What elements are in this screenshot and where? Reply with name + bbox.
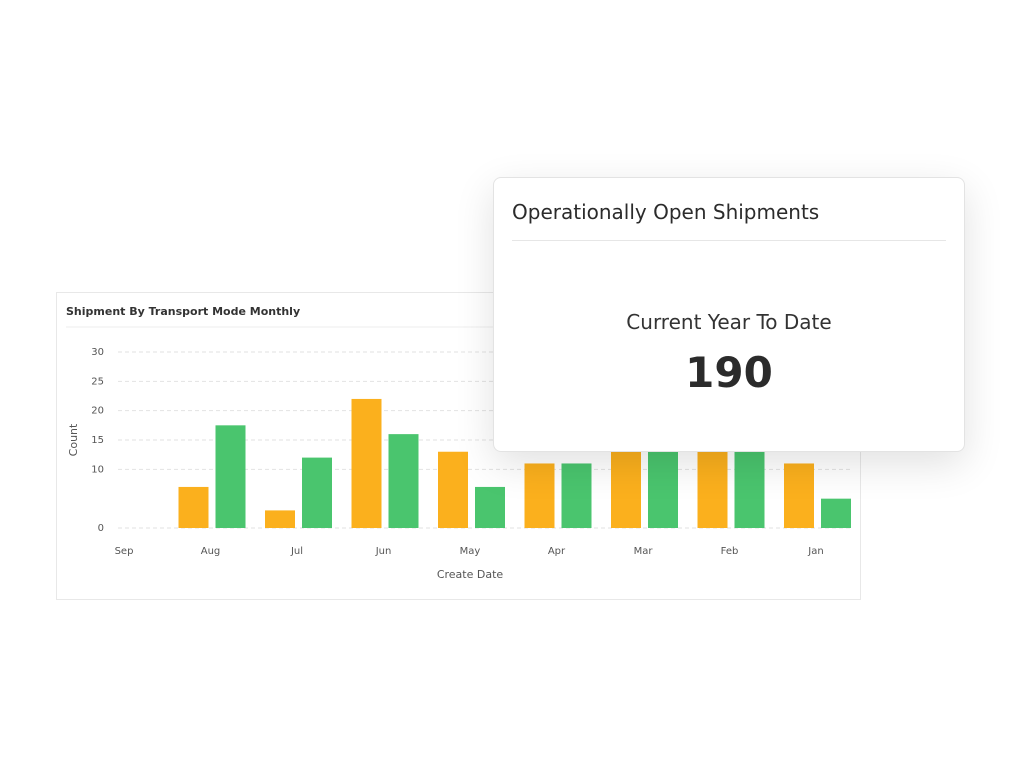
x-tick-label: Feb	[721, 546, 739, 557]
x-tick-label: Sep	[115, 546, 134, 557]
bar	[524, 463, 555, 528]
x-tick-label: Jul	[290, 546, 303, 557]
bar	[215, 425, 246, 528]
bar	[302, 457, 332, 528]
bar	[475, 486, 505, 528]
divider	[512, 240, 946, 241]
card-title: Operationally Open Shipments	[512, 200, 820, 224]
bar	[821, 498, 851, 528]
kpi-card: Operationally Open Shipments Current Yea…	[493, 177, 965, 452]
bar	[438, 451, 468, 528]
y-tick-label: 15	[91, 435, 104, 446]
x-tick-label: Apr	[548, 546, 566, 557]
x-tick-label: Jan	[807, 546, 823, 557]
bar	[265, 510, 295, 528]
y-tick-label: 30	[91, 347, 104, 358]
card-subtitle: Current Year To Date	[626, 310, 832, 334]
y-tick-label: 10	[91, 464, 104, 475]
bar	[561, 463, 592, 528]
y-tick-label: 20	[91, 406, 104, 417]
x-tick-label: Aug	[201, 546, 221, 557]
y-tick-label: 25	[91, 376, 104, 387]
x-tick-label: May	[460, 546, 481, 557]
y-axis-label: Count	[67, 423, 80, 456]
bar	[784, 463, 814, 528]
x-tick-label: Jun	[375, 546, 392, 557]
chart-title: Shipment By Transport Mode Monthly	[66, 305, 300, 318]
bar	[178, 486, 209, 528]
y-tick-label: 0	[98, 523, 104, 534]
kpi-value: 190	[685, 348, 773, 397]
bar	[351, 398, 382, 528]
x-tick-label: Mar	[634, 546, 654, 557]
bar	[388, 434, 419, 528]
x-axis-label: Create Date	[437, 568, 504, 581]
